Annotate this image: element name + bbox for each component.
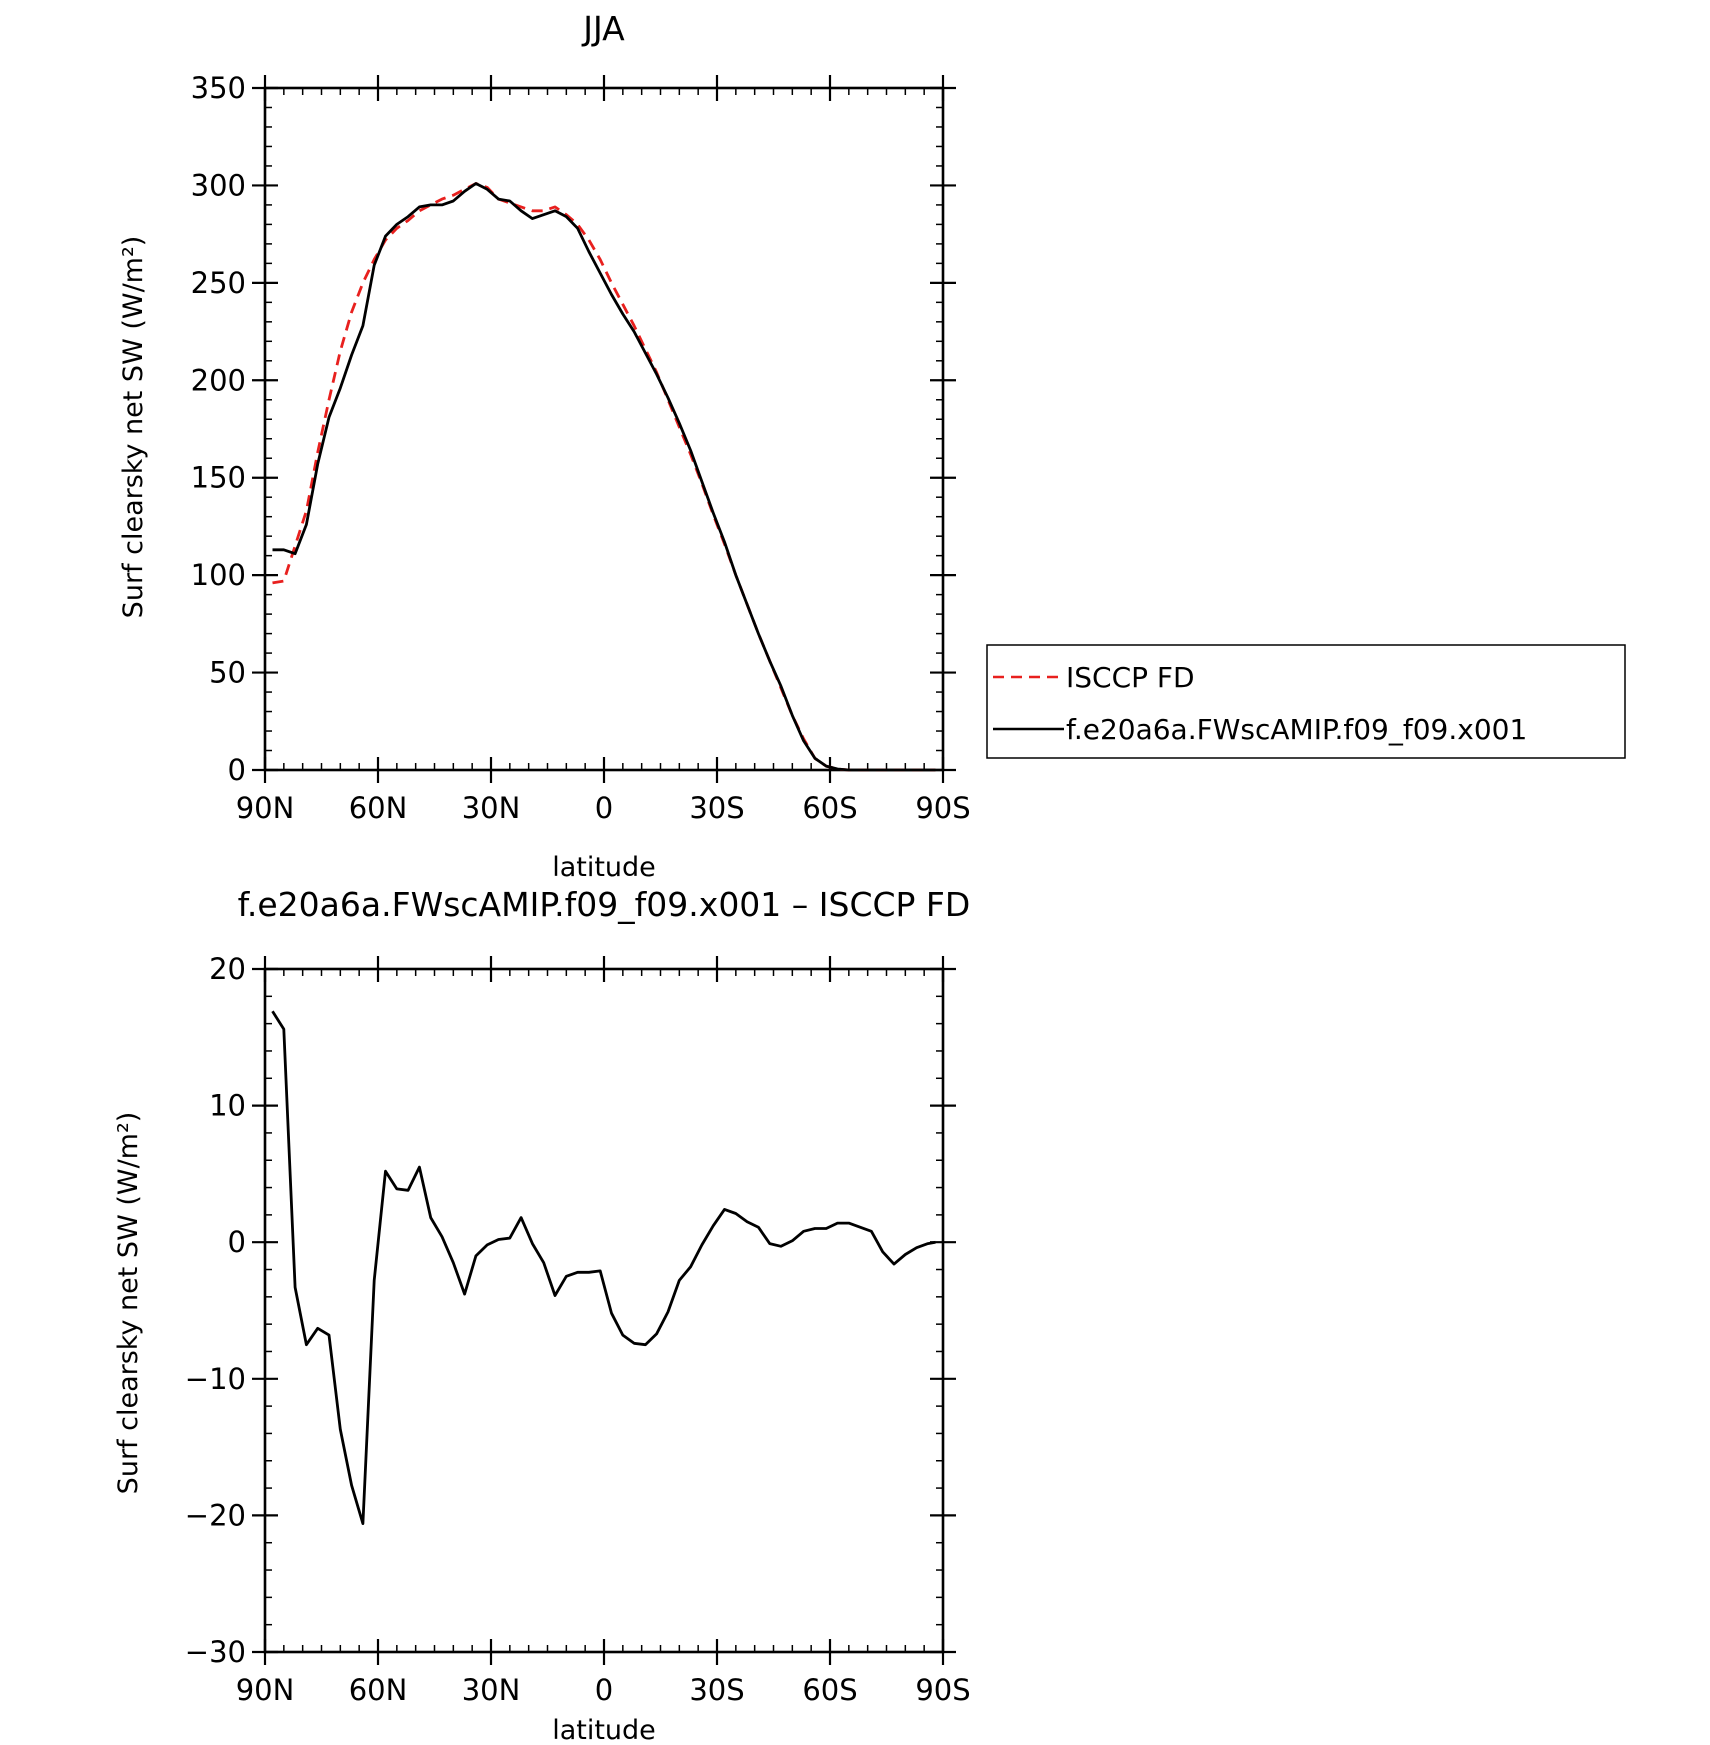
- y-tick-label: −30: [185, 1635, 246, 1669]
- plot-area-bottom: 90N 60N 30N 0 30S 60S 90S −30 −20 −10 0 10 20: [185, 952, 971, 1707]
- x-tick-label: 30S: [689, 1673, 744, 1707]
- x-tick-label: 60N: [349, 1673, 408, 1707]
- x-tick-label: 60N: [349, 791, 408, 825]
- panel-top: JJA 90N 60N 30N 0 30S 60S 90S 0 50 100 150 200 250 30…: [118, 9, 971, 883]
- y-tick-label: 50: [209, 656, 246, 690]
- y-tick-label: 100: [191, 558, 246, 592]
- x-tick-label: 0: [595, 791, 613, 825]
- x-tick-label: 60S: [802, 1673, 857, 1707]
- x-tick-label: 30S: [689, 791, 744, 825]
- series-line-model-1: [271, 1010, 936, 1525]
- y-axis-label-top: Surf clearsky net SW (W/m²): [118, 236, 149, 619]
- y-tick-label: 0: [228, 753, 246, 787]
- x-tick-label: 90S: [915, 1673, 970, 1707]
- legend-label-isccp: ISCCP FD: [1066, 661, 1195, 694]
- x-tick-label: 60S: [802, 791, 857, 825]
- y-tick-label: 200: [191, 363, 246, 397]
- y-tick-label: −20: [185, 1498, 246, 1532]
- x-axis-label-bottom: latitude: [552, 1715, 656, 1745]
- plot-area-top: 90N 60N 30N 0 30S 60S 90S 0 50 100 150 200 250 300 350: [191, 71, 971, 825]
- chart-title-top: JJA: [581, 9, 625, 48]
- x-tick-label: 90S: [915, 791, 970, 825]
- x-tick-label: 30N: [462, 1673, 521, 1707]
- legend-box: [986, 644, 1626, 759]
- x-axis-label-top: latitude: [552, 852, 656, 883]
- y-tick-label: 10: [209, 1089, 246, 1123]
- panel-bottom: f.e20a6a.FWscAMIP.f09_f09.x001 – ISCCP F…: [113, 885, 971, 1745]
- x-tick-label: 90N: [236, 1673, 295, 1707]
- y-tick-label: −10: [185, 1362, 246, 1396]
- y-tick-label: 0: [228, 1225, 246, 1259]
- legend: ISCCP FD f.e20a6a.FWscAMIP.f09_f09.x001: [986, 644, 1626, 759]
- y-tick-label: 20: [209, 952, 246, 986]
- series-line-model-0: [272, 182, 936, 772]
- chart-title-bottom: f.e20a6a.FWscAMIP.f09_f09.x001 – ISCCP F…: [238, 885, 971, 924]
- y-axis-label-bottom: Surf clearsky net SW (W/m²): [113, 1112, 144, 1495]
- x-tick-label: 30N: [462, 791, 521, 825]
- legend-label-model: f.e20a6a.FWscAMIP.f09_f09.x001: [1066, 713, 1527, 746]
- x-tick-label: 0: [595, 1673, 613, 1707]
- y-tick-label: 350: [191, 71, 246, 105]
- y-tick-label: 300: [191, 168, 246, 202]
- x-tick-label: 90N: [236, 791, 295, 825]
- y-tick-label: 150: [191, 461, 246, 495]
- y-tick-label: 250: [191, 266, 246, 300]
